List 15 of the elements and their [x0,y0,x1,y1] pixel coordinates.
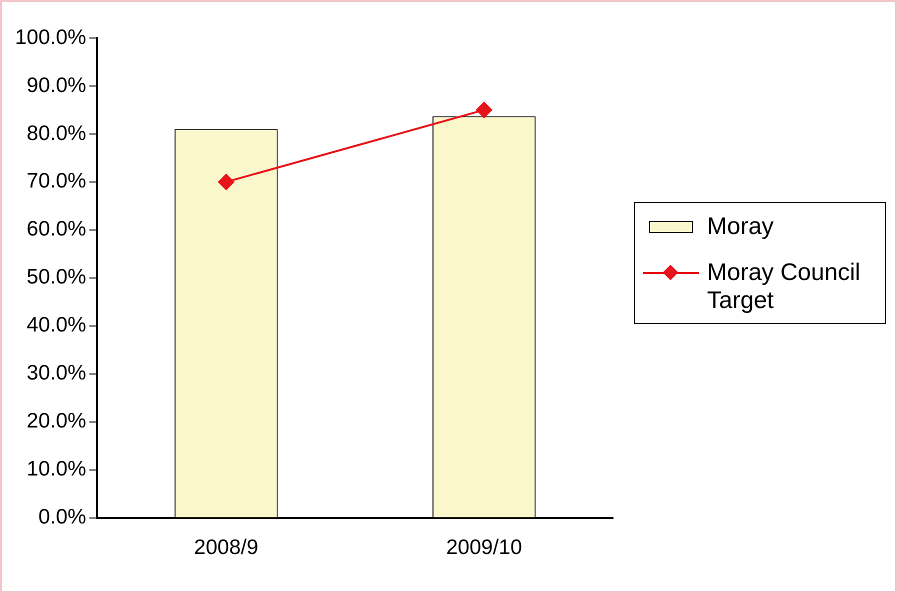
y-tick-label: 10.0% [26,458,86,481]
y-tick-label: 0.0% [38,506,86,529]
y-tick-label: 30.0% [26,362,86,385]
y-tick-label: 100.0% [14,26,86,49]
legend-label: Moray Council Target [707,259,862,315]
y-tick-label: 40.0% [26,314,86,337]
y-tick-label: 90.0% [26,74,86,97]
y-tick-label: 20.0% [26,410,86,433]
y-tick-label: 80.0% [26,122,86,145]
x-tick-label: 2008/9 [194,536,258,560]
y-tick-label: 70.0% [26,170,86,193]
y-tick-label: 60.0% [26,218,86,241]
legend-label: Moray [707,213,774,241]
x-tick-label: 2009/10 [446,536,522,560]
y-tick-label: 50.0% [26,266,86,289]
